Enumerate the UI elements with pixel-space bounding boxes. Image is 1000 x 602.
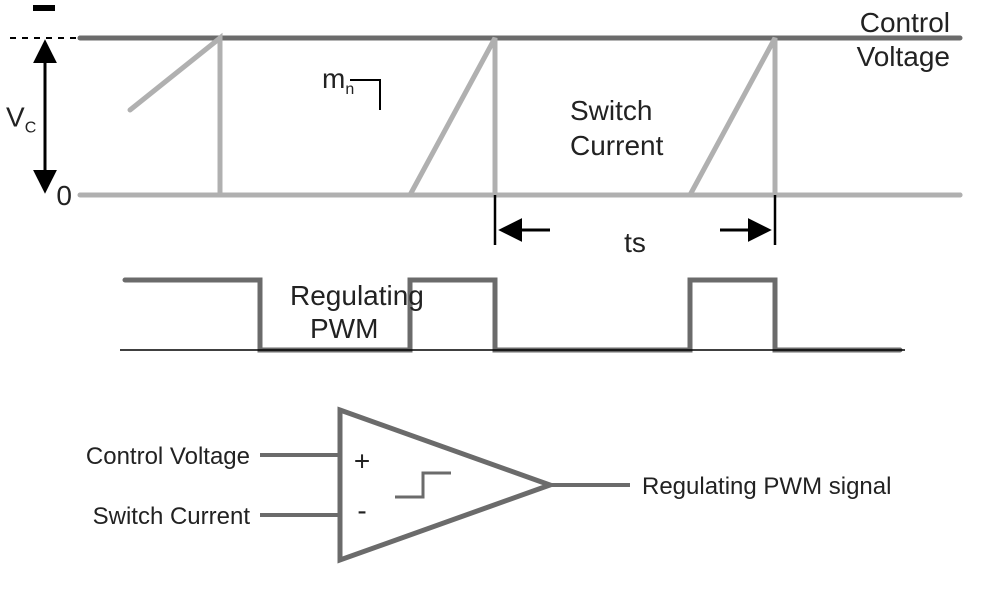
comparator-in-top-label: Control Voltage <box>86 443 250 470</box>
comparator-in-bot-label: Switch Current <box>93 503 251 530</box>
switch-current-waveform <box>130 38 960 195</box>
control-label-2: Voltage <box>857 41 950 72</box>
comparator-minus: - <box>357 495 366 526</box>
mn-label: mn <box>322 63 354 98</box>
control-label-1: Control <box>860 7 950 38</box>
comparator-triangle <box>340 410 550 560</box>
switch-label-1: Switch <box>570 95 652 126</box>
comparator-plus: + <box>354 446 370 477</box>
vc-label: VC <box>6 102 36 137</box>
pwm-label-1: Regulating <box>290 280 424 311</box>
zero-label: 0 <box>56 180 72 211</box>
switch-label-2: Current <box>570 130 664 161</box>
comparator-step-icon <box>395 473 451 497</box>
mn-angle-marker <box>350 80 380 110</box>
pwm-label-2: PWM <box>310 313 378 344</box>
ts-label: ts <box>624 227 646 258</box>
comparator-out-label: Regulating PWM signal <box>642 473 891 500</box>
pwm-waveform <box>125 280 900 350</box>
